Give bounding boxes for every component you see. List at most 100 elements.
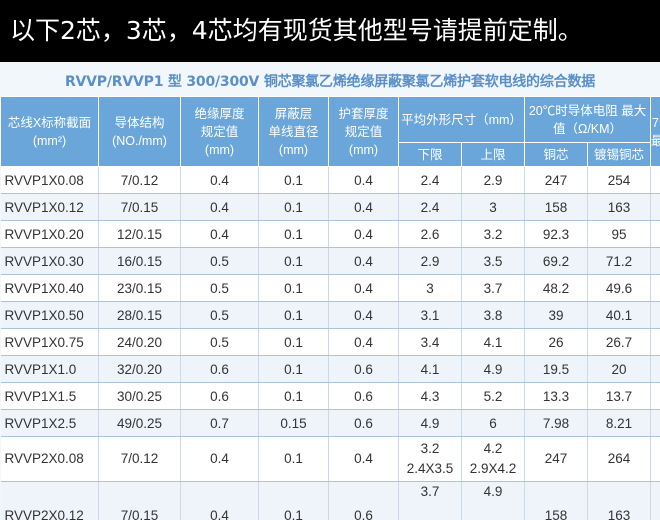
cell-model: RVVP1X0.30	[0, 247, 99, 275]
header-lower-limit: 下限	[398, 142, 462, 167]
cell-model: RVVP1X1.0	[0, 355, 99, 383]
cell-upper: 6	[461, 409, 526, 437]
cell-model: RVVP1X0.20	[0, 220, 99, 248]
cell-structure: 32/0.20	[98, 355, 181, 383]
cell-cut	[650, 301, 660, 329]
cell-sheath: 0.4	[328, 193, 399, 221]
header-copper: 铜芯	[524, 142, 589, 167]
cell-structure: 28/0.15	[98, 301, 181, 329]
header-shield-wire: 屏蔽层 单线直径 (mm)	[258, 96, 329, 167]
cell-cut	[650, 220, 660, 248]
cell-structure: 12/0.15	[98, 220, 181, 248]
cell-copper: 92.3	[524, 220, 589, 248]
cell-shield: 0.1	[258, 481, 329, 520]
cell-copper: 158	[524, 481, 589, 520]
cell-upper: 4.9	[461, 481, 526, 520]
cell-cut	[650, 274, 660, 302]
cell-shield: 0.1	[258, 382, 329, 410]
table-row: RVVP1X2.5 49/0.25 0.7 0.15 0.6 4.9 6 7.9…	[0, 409, 660, 437]
table-row: RVVP1X0.50 28/0.15 0.5 0.1 0.4 3.1 3.8 3…	[0, 301, 660, 329]
cell-lower: 2.4	[398, 193, 462, 221]
header-outer-dimension: 平均外形尺寸（mm）	[397, 96, 526, 143]
cell-model: RVVP1X0.12	[0, 193, 99, 221]
table-row: RVVP1X0.75 24/0.20 0.5 0.1 0.4 3.4 4.1 2…	[0, 328, 660, 356]
cell-insulation: 0.5	[180, 328, 259, 356]
cell-sheath: 0.6	[328, 382, 399, 410]
cell-upper: 5.2	[461, 382, 526, 410]
cell-model: RVVP2X0.08	[0, 436, 99, 482]
cell-structure: 49/0.25	[98, 409, 181, 437]
table-row: RVVP2X0.08 7/0.12 0.4 0.1 0.4 3.2 2.4X3.5…	[0, 436, 660, 482]
cell-cut	[650, 481, 660, 520]
cell-insulation: 0.4	[180, 220, 259, 248]
cell-structure: 7/0.12	[98, 436, 181, 482]
cell-sheath: 0.6	[328, 481, 399, 520]
cell-insulation: 0.5	[180, 274, 259, 302]
cell-sheath: 0.4	[328, 274, 399, 302]
cell-copper: 39	[524, 301, 589, 329]
header-upper-limit: 上限	[460, 142, 526, 167]
table-row: RVVP1X0.08 7/0.12 0.4 0.1 0.4 2.4 2.9 24…	[0, 166, 660, 194]
cell-tinned: 20	[587, 355, 652, 383]
cell-model: RVVP1X2.5	[0, 409, 99, 437]
table-row: RVVP2X0.12 7/0.15 0.4 0.1 0.6 3.7 4.9 15…	[0, 481, 660, 520]
cell-cut	[650, 328, 660, 356]
cell-sheath: 0.4	[328, 247, 399, 275]
banner-text: 以下2芯，3芯，4芯均有现货其他型号请提前定制。	[0, 0, 660, 62]
cell-upper: 3.8	[461, 301, 526, 329]
cell-model: RVVP1X0.50	[0, 301, 99, 329]
cell-tinned: 264	[587, 436, 652, 482]
header-conductor-resistance: 20℃时导体电阻 最大 值（Ω/KM）	[524, 96, 652, 143]
cell-copper: 247	[524, 436, 589, 482]
cell-copper: 19.5	[524, 355, 589, 383]
table-row: RVVP1X0.20 12/0.15 0.4 0.1 0.4 2.6 3.2 9…	[0, 220, 660, 248]
table-row: RVVP1X0.30 16/0.15 0.5 0.1 0.4 2.9 3.5 6…	[0, 247, 660, 275]
cell-sheath: 0.4	[328, 166, 399, 194]
cell-tinned: 8.21	[587, 409, 652, 437]
cell-tinned: 13.7	[587, 382, 652, 410]
cell-upper: 3.2	[461, 220, 526, 248]
data-sheet: RVVP/RVVP1 型 300/300V 铜芯聚氯乙烯绝缘屏蔽聚氯乙烯护套软电…	[0, 62, 660, 520]
cell-cut	[650, 436, 660, 482]
cell-copper: 158	[524, 193, 589, 221]
cell-lower: 4.3	[398, 382, 462, 410]
cell-tinned: 49.6	[587, 274, 652, 302]
cell-tinned: 163	[587, 193, 652, 221]
cell-upper: 2.9	[461, 166, 526, 194]
cell-model: RVVP1X1.5	[0, 382, 99, 410]
cell-tinned: 163	[587, 481, 652, 520]
cell-upper: 4.1	[461, 328, 526, 356]
header-cut-column: 7最	[650, 96, 660, 167]
cell-model: RVVP1X0.75	[0, 328, 99, 356]
cell-insulation: 0.5	[180, 247, 259, 275]
cell-shield: 0.1	[258, 220, 329, 248]
cell-upper: 4.9	[461, 355, 526, 383]
cell-copper: 13.3	[524, 382, 589, 410]
cell-shield: 0.1	[258, 301, 329, 329]
cable-spec-table: 芯线X标称截面 (mm²) 导体结构 (NO./mm) 绝缘厚度 规定值 (mm) 屏蔽…	[0, 96, 660, 520]
cell-upper: 3.7	[461, 274, 526, 302]
cell-insulation: 0.4	[180, 436, 259, 482]
cell-lower: 4.1	[398, 355, 462, 383]
table-row: RVVP1X1.0 32/0.20 0.6 0.1 0.6 4.1 4.9 19…	[0, 355, 660, 383]
cell-model: RVVP1X0.08	[0, 166, 99, 194]
cell-upper: 4.2 2.9X4.2	[461, 436, 526, 482]
cell-insulation: 0.5	[180, 301, 259, 329]
cell-upper: 3.5	[461, 247, 526, 275]
cell-shield: 0.1	[258, 193, 329, 221]
cell-lower: 3.7	[398, 481, 462, 520]
cell-shield: 0.1	[258, 274, 329, 302]
header-core-size: 芯线X标称截面 (mm²)	[0, 96, 99, 167]
cell-upper: 3	[461, 193, 526, 221]
cell-structure: 7/0.15	[98, 481, 181, 520]
cell-model: RVVP2X0.12	[0, 481, 99, 520]
cell-lower: 3.2 2.4X3.5	[398, 436, 462, 482]
cell-copper: 7.98	[524, 409, 589, 437]
cell-shield: 0.15	[258, 409, 329, 437]
cell-structure: 30/0.25	[98, 382, 181, 410]
cell-shield: 0.1	[258, 247, 329, 275]
cell-shield: 0.1	[258, 328, 329, 356]
cell-sheath: 0.4	[328, 328, 399, 356]
cell-shield: 0.1	[258, 166, 329, 194]
cell-cut	[650, 166, 660, 194]
